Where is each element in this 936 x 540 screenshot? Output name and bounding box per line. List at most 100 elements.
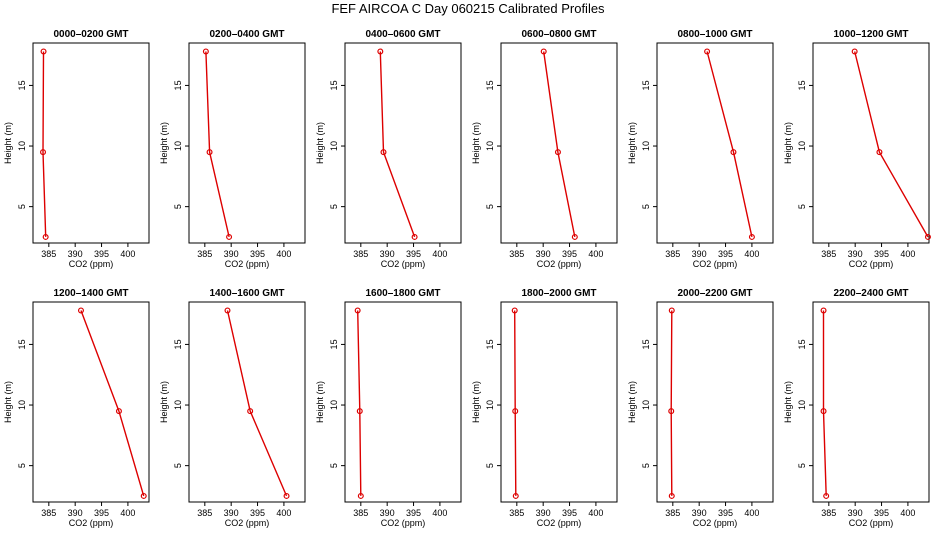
x-tick-label: 390 (848, 508, 863, 518)
x-tick-label: 385 (353, 508, 368, 518)
profile-panel: 0600–0800 GMT 385 390 395 400 CO2 (ppm) 5 10 15 H… (471, 29, 618, 269)
x-tick-label: 390 (536, 508, 551, 518)
y-tick-label: 10 (329, 141, 339, 151)
y-tick-label: 5 (485, 463, 495, 468)
x-axis-label: CO2 (ppm) (537, 518, 582, 528)
y-axis-label: Height (m) (627, 381, 637, 423)
x-tick-label: 385 (665, 508, 680, 518)
data-point (224, 307, 231, 314)
y-tick-label: 15 (485, 339, 495, 349)
data-point (668, 492, 675, 499)
profile-line (379, 51, 416, 238)
y-tick-label: 15 (797, 339, 807, 349)
x-tick-label: 390 (224, 508, 239, 518)
panel-title: 1600–1800 GMT (365, 288, 440, 299)
data-point (851, 48, 858, 55)
x-tick-label: 395 (406, 508, 421, 518)
y-tick-label: 5 (17, 463, 27, 468)
x-tick-label: 390 (380, 249, 395, 259)
y-tick-label: 15 (173, 80, 183, 90)
y-axis-label: Height (m) (627, 122, 637, 164)
plot-frame (812, 301, 930, 503)
x-tick-label: 385 (197, 508, 212, 518)
data-point (140, 492, 147, 499)
data-point (40, 48, 47, 55)
plot-frame (344, 42, 462, 244)
data-point (40, 149, 47, 156)
x-tick-label: 400 (276, 508, 291, 518)
y-tick-label: 10 (485, 400, 495, 410)
profile-panel: 1400–1600 GMT 385 390 395 400 CO2 (ppm) 5 10 15 H… (159, 288, 306, 528)
panel-title: 1400–1600 GMT (209, 288, 284, 299)
x-tick-label: 400 (588, 508, 603, 518)
plot-frame (188, 42, 306, 244)
x-tick-label: 395 (562, 508, 577, 518)
y-axis-label: Height (m) (783, 122, 793, 164)
profile-line (205, 51, 230, 238)
x-axis-label: CO2 (ppm) (69, 259, 114, 269)
x-tick-label: 390 (68, 249, 83, 259)
data-point (512, 492, 519, 499)
x-tick-label: 390 (380, 508, 395, 518)
profile-line (670, 310, 673, 496)
data-point (226, 233, 233, 240)
y-tick-label: 15 (329, 80, 339, 90)
data-point (571, 233, 578, 240)
y-tick-label: 10 (17, 400, 27, 410)
plot-frame (500, 301, 618, 503)
x-tick-label: 400 (900, 249, 915, 259)
x-axis-label: CO2 (ppm) (849, 518, 894, 528)
y-tick-label: 5 (641, 204, 651, 209)
y-tick-label: 10 (17, 141, 27, 151)
y-tick-label: 10 (173, 141, 183, 151)
data-point (356, 408, 363, 415)
x-tick-label: 400 (432, 508, 447, 518)
data-point (357, 492, 364, 499)
profile-line (543, 51, 576, 238)
y-tick-label: 10 (329, 400, 339, 410)
x-tick-label: 385 (41, 249, 56, 259)
data-point (540, 48, 547, 55)
x-axis-label: CO2 (ppm) (381, 259, 426, 269)
data-point (820, 408, 827, 415)
x-tick-label: 390 (536, 249, 551, 259)
y-tick-label: 10 (797, 400, 807, 410)
y-tick-label: 5 (641, 463, 651, 468)
y-tick-label: 5 (173, 463, 183, 468)
profile-line (80, 310, 145, 497)
x-tick-label: 385 (197, 249, 212, 259)
y-tick-label: 5 (329, 204, 339, 209)
x-tick-label: 400 (900, 508, 915, 518)
y-tick-label: 5 (797, 463, 807, 468)
x-tick-label: 390 (692, 508, 707, 518)
x-axis-label: CO2 (ppm) (693, 518, 738, 528)
y-axis-label: Height (m) (159, 122, 169, 164)
y-tick-label: 5 (173, 204, 183, 209)
y-tick-label: 5 (797, 204, 807, 209)
y-tick-label: 5 (329, 463, 339, 468)
x-tick-label: 385 (509, 249, 524, 259)
panel-title: 0600–0800 GMT (521, 29, 596, 40)
x-tick-label: 385 (665, 249, 680, 259)
panel-title: 0800–1000 GMT (677, 29, 752, 40)
data-point (668, 307, 675, 314)
profile-panel: 0200–0400 GMT 385 390 395 400 CO2 (ppm) 5 10 15 H… (159, 29, 306, 269)
x-axis-label: CO2 (ppm) (693, 259, 738, 269)
profile-panel: 2200–2400 GMT 385 390 395 400 CO2 (ppm) 5 10 15 H… (783, 288, 930, 528)
x-tick-label: 385 (353, 249, 368, 259)
x-tick-label: 395 (718, 249, 733, 259)
y-tick-label: 15 (17, 339, 27, 349)
profile-panel: 1800–2000 GMT 385 390 395 400 CO2 (ppm) 5 10 15 H… (471, 288, 618, 528)
x-tick-label: 385 (41, 508, 56, 518)
panel-title: 0400–0600 GMT (365, 29, 440, 40)
data-point (77, 307, 84, 314)
x-tick-label: 400 (120, 249, 135, 259)
panel-title: 0200–0400 GMT (209, 29, 284, 40)
y-tick-label: 10 (173, 400, 183, 410)
data-point (380, 149, 387, 156)
profile-panel: 1200–1400 GMT 385 390 395 400 CO2 (ppm) 5 10 15 H… (3, 288, 150, 528)
y-tick-label: 15 (485, 80, 495, 90)
plot-frame (656, 42, 774, 244)
x-tick-label: 390 (68, 508, 83, 518)
y-tick-label: 15 (641, 80, 651, 90)
